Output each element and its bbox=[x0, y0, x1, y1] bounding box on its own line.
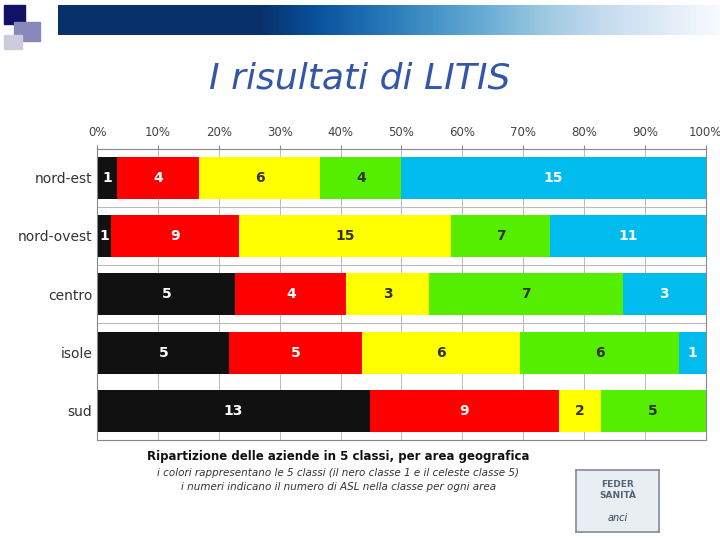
Bar bbox=[14, 22, 40, 40]
Text: 3: 3 bbox=[383, 287, 392, 301]
Text: 5: 5 bbox=[158, 346, 168, 360]
Text: 5: 5 bbox=[161, 287, 171, 301]
Text: 1: 1 bbox=[99, 229, 109, 243]
Bar bbox=[559, 390, 600, 432]
Text: 15: 15 bbox=[335, 229, 354, 243]
Text: 4: 4 bbox=[153, 171, 163, 185]
Text: 11: 11 bbox=[618, 229, 637, 243]
Bar bbox=[4, 35, 22, 49]
Bar bbox=[4, 5, 25, 24]
Text: anci: anci bbox=[607, 513, 628, 523]
Bar bbox=[429, 273, 623, 315]
Bar bbox=[361, 332, 521, 374]
Text: 4: 4 bbox=[356, 171, 366, 185]
Bar bbox=[600, 390, 706, 432]
Text: i colori rappresentano le 5 classi (il nero classe 1 e il celeste classe 5): i colori rappresentano le 5 classi (il n… bbox=[158, 468, 519, 477]
Text: I risultati di LITIS: I risultati di LITIS bbox=[210, 62, 510, 95]
Text: 1: 1 bbox=[688, 346, 697, 360]
Text: Ripartizione delle aziende in 5 classi, per area geografica: Ripartizione delle aziende in 5 classi, … bbox=[147, 450, 530, 463]
Bar bbox=[239, 215, 451, 257]
Text: 15: 15 bbox=[544, 171, 563, 185]
Text: 9: 9 bbox=[459, 404, 469, 418]
Bar bbox=[230, 332, 361, 374]
Text: 4: 4 bbox=[286, 287, 296, 301]
Bar bbox=[402, 157, 706, 199]
Bar bbox=[97, 332, 230, 374]
Bar bbox=[346, 273, 429, 315]
Bar bbox=[112, 215, 239, 257]
Bar bbox=[623, 273, 706, 315]
Bar bbox=[199, 157, 320, 199]
Text: FEDER
SANITÀ: FEDER SANITÀ bbox=[599, 480, 636, 500]
Bar bbox=[550, 215, 706, 257]
Text: 6: 6 bbox=[255, 171, 264, 185]
Text: 3: 3 bbox=[660, 287, 669, 301]
Text: 5: 5 bbox=[648, 404, 658, 418]
Text: 5: 5 bbox=[291, 346, 300, 360]
Bar bbox=[97, 390, 370, 432]
Bar bbox=[97, 215, 112, 257]
Text: 9: 9 bbox=[170, 229, 180, 243]
Bar bbox=[679, 332, 706, 374]
Bar bbox=[235, 273, 346, 315]
Text: 13: 13 bbox=[224, 404, 243, 418]
Bar bbox=[451, 215, 550, 257]
Text: i numeri indicano il numero di ASL nella classe per ogni area: i numeri indicano il numero di ASL nella… bbox=[181, 482, 496, 492]
Text: 6: 6 bbox=[595, 346, 605, 360]
Bar bbox=[97, 273, 235, 315]
Text: 7: 7 bbox=[495, 229, 505, 243]
Bar bbox=[117, 157, 199, 199]
Text: 2: 2 bbox=[575, 404, 585, 418]
Bar bbox=[521, 332, 679, 374]
Bar bbox=[320, 157, 402, 199]
Bar bbox=[97, 157, 117, 199]
Bar bbox=[370, 390, 559, 432]
Text: 1: 1 bbox=[102, 171, 112, 185]
Text: 6: 6 bbox=[436, 346, 446, 360]
Text: 7: 7 bbox=[521, 287, 531, 301]
